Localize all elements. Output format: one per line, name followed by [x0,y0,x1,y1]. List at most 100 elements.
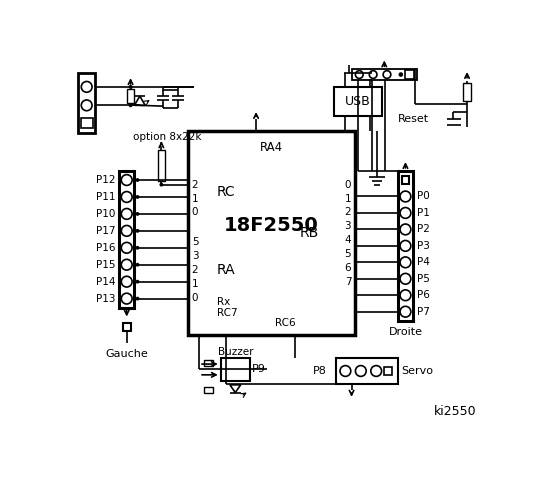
Circle shape [135,178,139,182]
Circle shape [121,276,132,287]
Text: 5: 5 [192,238,199,247]
Text: Reset: Reset [398,114,429,124]
Bar [187,131,356,335]
Text: P9: P9 [252,364,266,374]
Text: P16: P16 [96,243,115,253]
Text: P2: P2 [417,225,430,234]
Circle shape [121,226,132,236]
Circle shape [400,191,411,202]
Circle shape [159,183,163,187]
Text: 1: 1 [345,193,351,204]
Bar [401,176,409,184]
Text: 3: 3 [192,251,199,261]
Text: P14: P14 [96,276,115,287]
Text: RC6: RC6 [275,318,296,328]
Circle shape [121,175,132,185]
Circle shape [121,293,132,304]
Circle shape [356,366,366,376]
Text: P17: P17 [96,226,115,236]
Circle shape [121,192,132,203]
Text: 0: 0 [192,207,199,217]
Text: 1: 1 [192,193,199,204]
Text: P13: P13 [96,294,115,304]
Circle shape [400,224,411,235]
Text: RA4: RA4 [260,141,283,154]
Text: P6: P6 [417,290,430,300]
Bar [405,70,414,79]
Text: 2: 2 [192,265,199,275]
Circle shape [400,274,411,284]
Text: 3: 3 [345,221,351,231]
Circle shape [400,290,411,300]
Circle shape [340,366,351,376]
Circle shape [135,195,139,199]
Text: P11: P11 [96,192,115,202]
Circle shape [81,100,92,111]
Circle shape [135,263,139,267]
Bar [398,171,413,321]
Text: P7: P7 [417,307,430,317]
Text: 1: 1 [192,279,199,289]
Circle shape [135,246,139,250]
Bar [204,360,213,366]
Text: Gauche: Gauche [105,349,148,359]
Text: P15: P15 [96,260,115,270]
Text: 0: 0 [192,293,199,303]
Text: RB: RB [299,226,319,240]
Text: P3: P3 [417,241,430,251]
Text: RC7: RC7 [217,308,237,318]
Circle shape [129,85,133,89]
Bar [463,83,471,101]
Bar [123,323,131,331]
Circle shape [400,306,411,317]
Text: RA: RA [217,263,236,277]
Text: Droite: Droite [388,327,422,337]
Circle shape [400,207,411,218]
Text: P12: P12 [96,175,115,185]
Bar [204,387,213,393]
Bar [336,358,398,384]
Text: option 8x22k: option 8x22k [133,132,202,142]
Circle shape [135,280,139,284]
Circle shape [371,366,382,376]
Bar [158,150,165,181]
Bar [119,171,134,308]
Text: Rx: Rx [217,298,230,308]
Text: 18F2550: 18F2550 [224,216,319,235]
Circle shape [369,71,377,78]
Text: Servo: Servo [401,366,434,376]
Circle shape [399,72,403,77]
Bar [127,89,134,104]
Bar [221,358,250,381]
Bar [384,367,392,375]
Circle shape [129,103,133,107]
Text: 5: 5 [345,249,351,259]
Circle shape [121,259,132,270]
Circle shape [135,297,139,300]
Text: 2: 2 [192,180,199,190]
Bar [78,73,95,133]
Text: Buzzer: Buzzer [217,347,253,357]
Bar [352,69,417,80]
Circle shape [81,82,92,92]
Text: P0: P0 [417,192,430,202]
Text: 4: 4 [345,235,351,245]
Text: P10: P10 [96,209,115,219]
Text: RC: RC [217,185,236,199]
Text: 2: 2 [345,207,351,217]
Text: 7: 7 [345,276,351,287]
Bar [334,87,382,116]
Circle shape [135,229,139,233]
Text: P4: P4 [417,257,430,267]
Text: 6: 6 [345,263,351,273]
Text: P5: P5 [417,274,430,284]
Text: P8: P8 [313,366,327,376]
Circle shape [121,242,132,253]
Circle shape [400,257,411,268]
Circle shape [400,240,411,251]
Circle shape [383,71,391,78]
Text: P1: P1 [417,208,430,218]
Text: USB: USB [345,95,371,108]
Text: 0: 0 [345,180,351,190]
Bar [81,118,93,129]
